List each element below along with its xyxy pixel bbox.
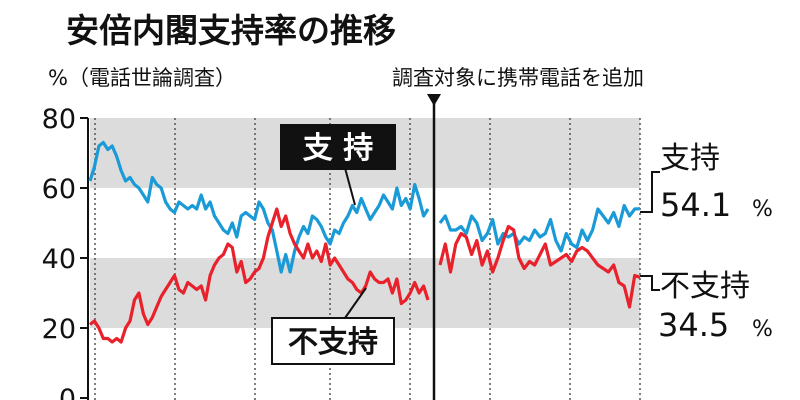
- support-label: 支 持: [303, 131, 373, 166]
- support-end-value: 54.1: [660, 186, 731, 224]
- chart-title: 安倍内閣支持率の推移: [66, 11, 396, 50]
- support-leader-line: [344, 167, 356, 206]
- series-line-support-after: [438, 203, 641, 253]
- y-tick-label-4: 80: [42, 104, 76, 135]
- y-tick-label-0: 0: [59, 384, 76, 400]
- oppose-end-value: 34.5: [658, 306, 729, 344]
- support-end-name: 支持: [660, 141, 720, 176]
- series-line-oppose-before: [89, 207, 430, 344]
- series-lines: [88, 140, 641, 344]
- y-tick-label-2: 40: [42, 244, 76, 275]
- oppose-end-percent: %: [752, 317, 773, 342]
- unit-label: %（電話世論調査）: [48, 66, 236, 90]
- oppose-leader-line: [344, 287, 367, 319]
- support-end-percent: %: [752, 197, 773, 222]
- survey-change-annotation: 調査対象に携帯電話を追加: [392, 66, 644, 90]
- series-line-oppose-after: [438, 224, 641, 309]
- series-line-support-before: [88, 140, 430, 274]
- y-axis-ticks: 0 20 40 60 80: [42, 104, 88, 400]
- oppose-end-bracket: [640, 275, 660, 291]
- oppose-label: 不支持: [288, 325, 378, 360]
- y-tick-label-1: 20: [42, 314, 76, 345]
- oppose-label-box: [271, 317, 395, 365]
- support-end-bracket: [640, 171, 660, 213]
- support-label-box: [280, 124, 396, 170]
- oppose-end-name: 不支持: [660, 269, 750, 304]
- y-tick-label-3: 60: [42, 174, 76, 205]
